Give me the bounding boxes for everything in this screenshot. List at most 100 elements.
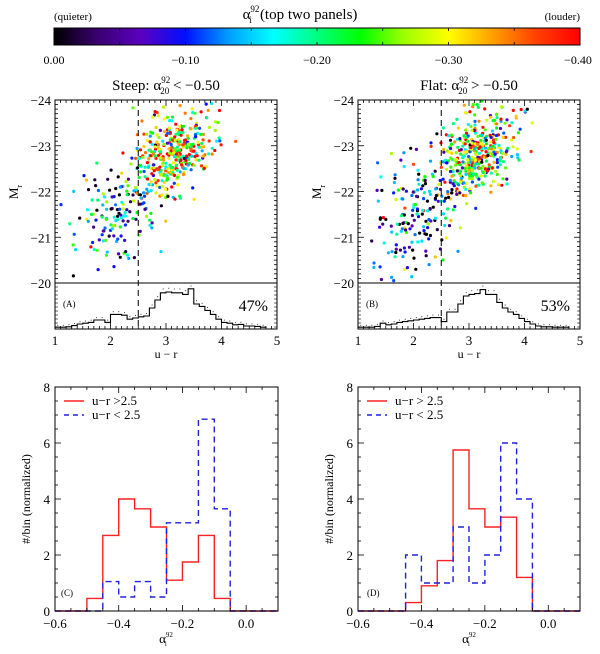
- scatter-point: [173, 147, 177, 151]
- panel-d-label: (D): [367, 588, 380, 598]
- scatter-point: [411, 162, 416, 166]
- scatter-point: [416, 240, 420, 244]
- scatter-point: [470, 169, 474, 173]
- scatter-point: [412, 218, 416, 222]
- scatter-point: [420, 212, 424, 216]
- scatter-point: [217, 108, 222, 113]
- scatter-point: [90, 198, 94, 202]
- x-tick-label: −0.4: [107, 616, 131, 631]
- scatter-point: [511, 135, 516, 140]
- scatter-point: [422, 225, 426, 229]
- scatter-point: [390, 250, 394, 254]
- scatter-point: [421, 208, 425, 212]
- scatter-point: [394, 197, 398, 202]
- scatter-point: [423, 182, 428, 186]
- scatter-point: [477, 177, 481, 181]
- y-tick-label: −24: [334, 93, 355, 108]
- scatter-point: [464, 194, 468, 198]
- scatter-point: [395, 222, 399, 226]
- scatter-point: [131, 106, 135, 110]
- scatter-point: [426, 222, 430, 226]
- scatter-point: [145, 161, 149, 165]
- colorbar: (quieter) (louder) α92 i (top two panels) …: [44, 4, 592, 67]
- scatter-point: [467, 168, 471, 172]
- colorbar-left-note: (quieter): [54, 11, 92, 23]
- scatter-point: [108, 188, 112, 192]
- scatter-point: [118, 255, 122, 259]
- scatter-point: [492, 179, 496, 183]
- y-tick-label: −20: [31, 276, 51, 291]
- inset-histogram-dot: [146, 312, 148, 314]
- scatter-point: [530, 121, 534, 125]
- scatter-point: [121, 151, 125, 155]
- scatter-point: [169, 170, 173, 174]
- scatter-point: [148, 134, 152, 138]
- inset-histogram-dot: [471, 290, 473, 292]
- scatter-point: [446, 190, 450, 194]
- scatter-point: [85, 208, 90, 212]
- y-tick-label: 0: [44, 604, 51, 619]
- inset-histogram-dot: [229, 320, 231, 322]
- colorbar-tick-label: −0.10: [172, 53, 200, 67]
- scatter-point: [114, 186, 118, 191]
- scatter-point: [466, 161, 470, 165]
- scatter-point: [216, 120, 220, 125]
- scatter-point: [104, 253, 109, 257]
- scatter-point: [372, 265, 376, 269]
- scatter-point: [160, 179, 164, 183]
- scatter-point: [118, 225, 122, 229]
- scatter-point: [400, 227, 404, 231]
- scatter-point: [423, 178, 427, 183]
- scatter-point: [447, 134, 451, 138]
- scatter-point: [161, 105, 165, 109]
- inset-histogram-dot: [57, 324, 59, 326]
- scatter-point: [166, 194, 170, 198]
- scatter-point: [467, 176, 472, 181]
- scatter-point: [444, 216, 448, 220]
- scatter-point: [427, 218, 431, 222]
- scatter-point: [164, 161, 168, 165]
- scatter-point: [441, 126, 445, 130]
- scatter-point: [382, 241, 386, 245]
- scatter-point: [165, 141, 169, 145]
- scatter-point: [450, 174, 454, 178]
- panel-a-scatter: Steep: α92 20 < −0.50 1 2 3 4 5 −24 −23 −22 −21 −2…: [6, 75, 280, 361]
- scatter-point: [427, 189, 432, 193]
- scatter-point: [483, 167, 487, 171]
- scatter-point: [160, 193, 164, 197]
- scatter-point: [463, 111, 468, 115]
- scatter-point: [501, 160, 505, 164]
- inset-histogram-dot: [196, 300, 197, 302]
- inset-histogram-dot: [449, 308, 451, 310]
- scatter-point: [449, 142, 454, 146]
- panel-b-ylabel: Mr: [309, 185, 327, 200]
- y-tick-label: −20: [334, 276, 354, 291]
- panel-d-legend: u−r > 2.5 u−r < 2.5: [367, 393, 443, 422]
- scatter-point: [184, 138, 188, 142]
- scatter-point: [174, 132, 178, 136]
- scatter-point: [125, 208, 129, 212]
- scatter-point: [181, 143, 185, 147]
- scatter-point: [495, 126, 499, 130]
- scatter-point: [433, 196, 437, 200]
- x-tick-label: 1: [52, 333, 59, 348]
- scatter-point: [394, 250, 398, 255]
- scatter-point: [119, 234, 123, 238]
- scatter-point: [175, 168, 179, 172]
- scatter-point: [474, 184, 478, 188]
- scatter-point: [402, 151, 406, 155]
- scatter-point: [117, 211, 121, 215]
- scatter-point: [120, 171, 124, 175]
- x-tick-label: −0.6: [43, 616, 67, 631]
- scatter-point: [135, 146, 139, 151]
- inset-histogram-dot: [499, 298, 500, 300]
- colorbar-title-sub: i: [249, 15, 252, 25]
- scatter-point: [162, 142, 166, 146]
- inset-histogram-dot: [207, 307, 209, 308]
- scatter-point: [128, 200, 133, 204]
- colorbar-title-rest: (top two panels): [260, 7, 357, 23]
- panel-c-label: (C): [61, 588, 73, 598]
- scatter-point: [486, 154, 490, 158]
- scatter-point: [138, 229, 142, 233]
- scatter-point: [497, 143, 501, 147]
